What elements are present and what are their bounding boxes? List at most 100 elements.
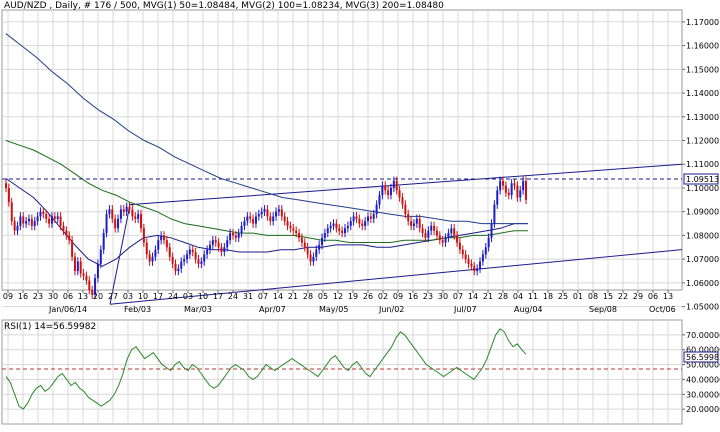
price-tick-label: 1.06000 [686,279,719,288]
candle-body [96,263,99,279]
price-panel[interactable] [1,9,683,291]
channel-left-edge [109,204,131,305]
date-tick-label: 24 [168,292,178,301]
candle-body [194,252,197,260]
candle-body [487,237,490,248]
candle-body [344,228,347,234]
candle-body [91,290,94,295]
price-tick-label: 1.10000 [686,184,719,193]
date-tick-label: 21 [288,292,298,301]
candle-body [372,214,375,219]
date-tick-label: 29 [633,292,643,301]
candle-body [94,278,97,295]
rsi-tick-label: 40.00000 [686,375,720,384]
candle-body [71,240,74,257]
candle-body [450,228,453,234]
month-label: Sep/08 [589,305,617,314]
candle-body [25,221,28,224]
candle-body [13,221,16,231]
candle-body [338,228,341,231]
candle-body [519,190,522,198]
candle-body [332,223,335,226]
candle-body [438,235,441,241]
candle-body [56,216,59,219]
candle-body [42,211,45,215]
candle-body [203,254,206,262]
date-tick-label: 02 [378,292,388,301]
candle-body [430,225,433,231]
candle-body [243,221,246,226]
candle-body [48,218,51,224]
date-tick-label: 14 [468,292,478,301]
candle-body [352,216,355,222]
rsi-tick-label: 70.00000 [686,331,720,340]
date-tick-label: 21 [483,292,493,301]
candle-body [148,254,151,262]
price-tick-label: 1.15000 [686,65,719,74]
candle-body [114,218,117,229]
candle-body [292,228,295,231]
candle-body [200,261,203,264]
date-tick-label: 06 [63,292,73,301]
date-tick-label: 16 [18,292,28,301]
rsi-legend: RSI(1) 14=56.59982 [4,322,96,332]
candle-body [280,209,283,217]
date-tick-label: 13 [663,292,673,301]
last-price-marker [683,173,719,185]
candle-body [427,230,430,238]
moving-average-3 [5,33,528,225]
date-tick-label: 03 [183,292,193,301]
candle-body [467,259,470,264]
candle-body [188,249,191,255]
candle-body [447,233,450,238]
month-label: Oct/06 [649,305,676,314]
date-tick-label: 30 [48,292,58,301]
candle-body [346,225,349,229]
candle-body [234,235,237,238]
candle-body [321,237,324,245]
date-tick-label: 31 [243,292,253,301]
rsi-current-marker [683,351,719,363]
candle-body [407,214,410,222]
month-label: Apr/07 [259,305,286,314]
candle-body [300,237,303,243]
candle-body [277,209,280,212]
candle-body [507,192,510,196]
candle-body [197,259,200,264]
candle-body [435,230,438,236]
candle-body [412,223,415,226]
candle-body [369,216,372,219]
candle-body [522,180,525,191]
candle-body [22,216,25,224]
trend-channel [109,163,683,305]
candle-body [105,214,108,234]
month-label: Mar/03 [184,305,212,314]
price-tick-label: 1.16000 [686,42,719,51]
candle-body [211,240,214,245]
rsi-panel[interactable] [1,319,683,425]
candle-body [59,216,62,226]
candle-body [323,233,326,238]
candle-body [217,242,220,248]
date-tick-label: 13 [78,292,88,301]
candle-body [160,235,163,241]
candle-body [329,225,332,229]
candle-body [206,249,209,255]
candle-body [381,185,384,196]
candle-body [433,225,436,231]
candle-body [163,235,166,241]
candle-body [142,228,145,243]
month-label: Aug/04 [514,305,543,314]
date-tick-label: 20 [93,292,103,301]
date-tick-label: 10 [198,292,208,301]
candle-body [99,249,102,264]
rsi-tick-label: 50.00000 [686,361,720,370]
candle-body [461,249,464,255]
candle-body [5,183,7,188]
date-tick-label: 10 [138,292,148,301]
candle-body [493,204,496,224]
candle-body [68,235,71,241]
candle-body [306,247,309,255]
